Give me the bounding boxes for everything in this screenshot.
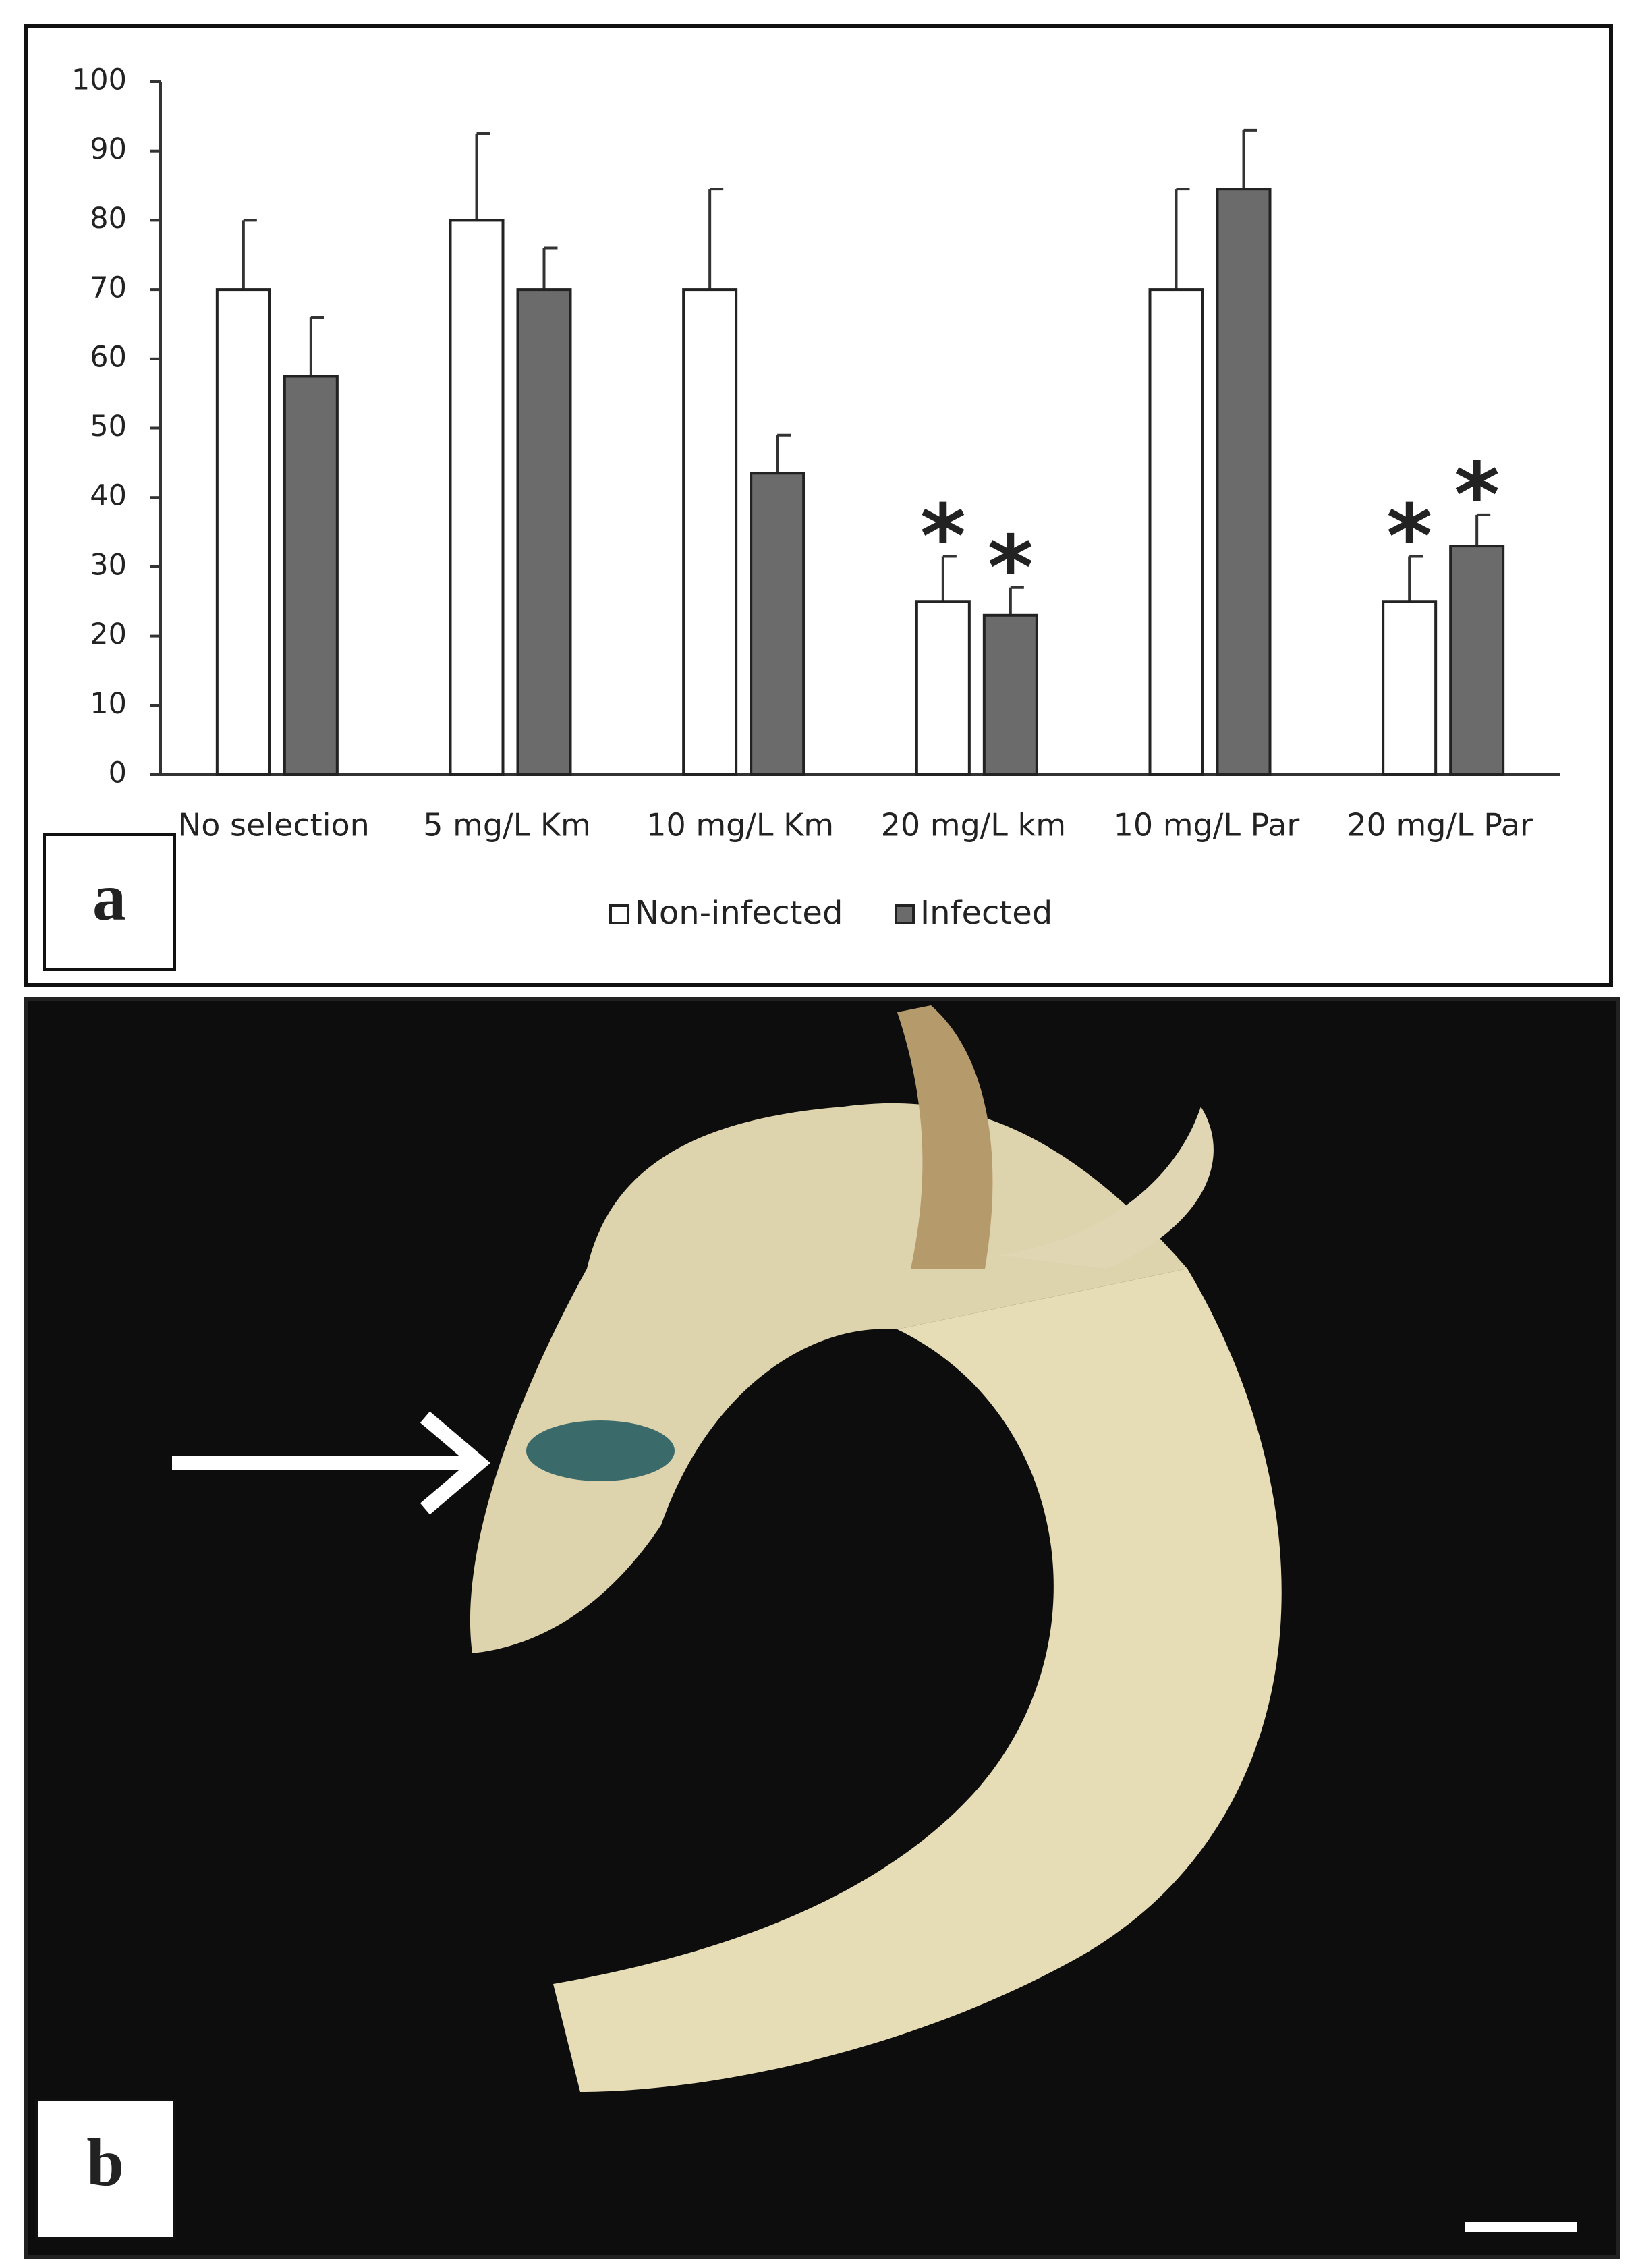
significance-marker: *	[988, 516, 1034, 619]
bar	[449, 219, 505, 776]
significance-marker: *	[920, 485, 966, 588]
y-tick-label: 10	[90, 687, 127, 721]
y-tick-label: 20	[90, 617, 127, 651]
photo: b	[24, 997, 1620, 2259]
legend-swatch	[895, 904, 915, 924]
bar	[750, 472, 805, 776]
y-tick-label: 40	[90, 479, 127, 513]
bar	[915, 600, 971, 776]
significance-marker: *	[1454, 444, 1500, 547]
bar	[1449, 545, 1505, 777]
bar	[1382, 600, 1438, 776]
x-tick-label: 20 mg/L km	[881, 807, 1066, 843]
y-tick-label: 70	[90, 271, 127, 305]
bar	[215, 288, 271, 777]
x-tick-label: 10 mg/L Par	[1114, 807, 1300, 843]
panel-label: a	[92, 860, 126, 935]
y-tick-label: 60	[90, 340, 127, 374]
tissue	[897, 1005, 993, 1269]
y-tick-label: 30	[90, 548, 127, 582]
bar	[682, 288, 738, 777]
x-tick-label: 20 mg/L Par	[1347, 807, 1533, 843]
arrow-head	[420, 1411, 490, 1515]
bar	[283, 375, 339, 776]
significance-marker: *	[1386, 485, 1432, 588]
y-tick-label: 100	[72, 63, 127, 97]
bar	[982, 613, 1038, 776]
y-tick-label: 0	[109, 756, 127, 790]
y-tick-label: 90	[90, 132, 127, 166]
tissue	[553, 1269, 1282, 2092]
legend-swatch	[609, 904, 629, 924]
bar	[1148, 288, 1204, 777]
legend-label: Non-infected	[635, 894, 843, 932]
x-tick-label: 5 mg/L Km	[423, 807, 591, 843]
x-tick-label: No selection	[178, 807, 370, 843]
y-tick-label: 50	[90, 410, 127, 443]
y-tick-label: 80	[90, 202, 127, 236]
x-tick-label: 10 mg/L Km	[646, 807, 834, 843]
tissue	[998, 1107, 1214, 1269]
bar	[1216, 188, 1272, 776]
panel-a-label-box	[43, 833, 176, 971]
stain	[526, 1420, 675, 1481]
bar	[516, 288, 572, 777]
panel-label: b	[86, 2125, 124, 2200]
tissue	[470, 1103, 1187, 1653]
legend-label: Infected	[920, 894, 1052, 932]
panel-b-label-box	[35, 2099, 176, 2240]
